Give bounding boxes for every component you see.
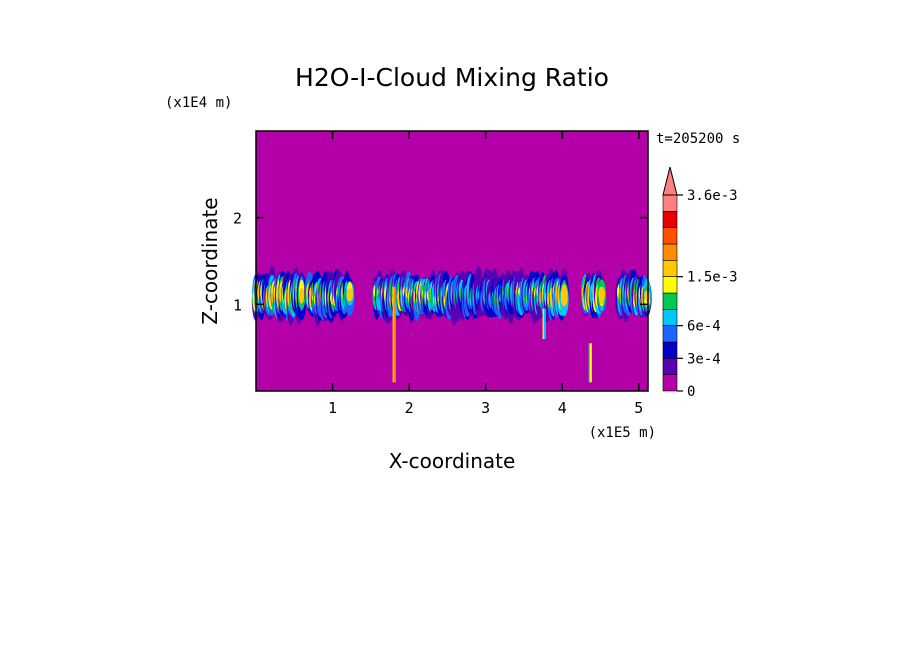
x-tick-label: 1 <box>328 399 337 417</box>
colorbar-bin <box>662 211 678 228</box>
cloud-cell <box>562 287 567 296</box>
y-unit-label: (x1E4 m) <box>165 95 232 111</box>
colorbar-bin <box>662 357 678 375</box>
x-unit-label: (x1E5 m) <box>589 425 656 441</box>
colorbar-bin <box>662 325 678 343</box>
colorbar-label: 6e-4 <box>687 319 721 335</box>
x-axis-label: X-coordinate <box>389 449 516 473</box>
colorbar: 0 3e-4 6e-4 1.5e-3 3.6e-3 <box>662 166 738 400</box>
y-axis-label: Z-coordinate <box>198 197 222 324</box>
colorbar-bin <box>662 227 678 245</box>
plot-area <box>256 131 648 391</box>
colorbar-label: 3e-4 <box>687 351 721 367</box>
y-tick-label: 2 <box>233 210 242 228</box>
colorbar-bin <box>662 341 678 359</box>
y-tick-label: 1 <box>233 296 242 314</box>
cloud-cell <box>299 291 304 304</box>
heatmap-background <box>256 131 648 391</box>
chart-title: H2O-I-Cloud Mixing Ratio <box>295 63 609 92</box>
precip-shaft <box>395 287 396 383</box>
plot-frame <box>255 130 649 392</box>
colorbar-bin <box>662 374 678 392</box>
colorbar-bin <box>662 308 678 326</box>
colorbar-bin <box>662 259 678 277</box>
cloud-cell <box>346 287 353 302</box>
time-label: t=205200 s <box>656 131 740 147</box>
colorbar-label: 0 <box>687 384 695 400</box>
x-tick-label: 3 <box>481 399 490 417</box>
precip-shaft <box>393 287 396 383</box>
precip-shaft <box>589 343 592 383</box>
colorbar-bin <box>662 292 678 310</box>
cloud-layer <box>251 266 652 327</box>
colorbar-extend-arrow <box>662 166 678 196</box>
x-tick-label: 4 <box>558 399 567 417</box>
x-tick-label: 2 <box>405 399 414 417</box>
x-axis: 1 2 3 4 5 <box>328 131 643 417</box>
colorbar-label: 3.6e-3 <box>687 188 738 204</box>
precipitation-shafts <box>392 287 592 383</box>
precip-shaft <box>543 308 546 339</box>
colorbar-bin <box>662 243 678 261</box>
cloud-cell <box>599 290 605 303</box>
colorbar-bin <box>662 194 678 212</box>
y-axis: 12 <box>233 210 648 314</box>
cloud-cell <box>644 290 651 302</box>
cloud-cell <box>560 291 568 307</box>
x-tick-label: 5 <box>634 399 643 417</box>
colorbar-label: 1.5e-3 <box>687 270 738 286</box>
colorbar-bin <box>662 276 678 294</box>
